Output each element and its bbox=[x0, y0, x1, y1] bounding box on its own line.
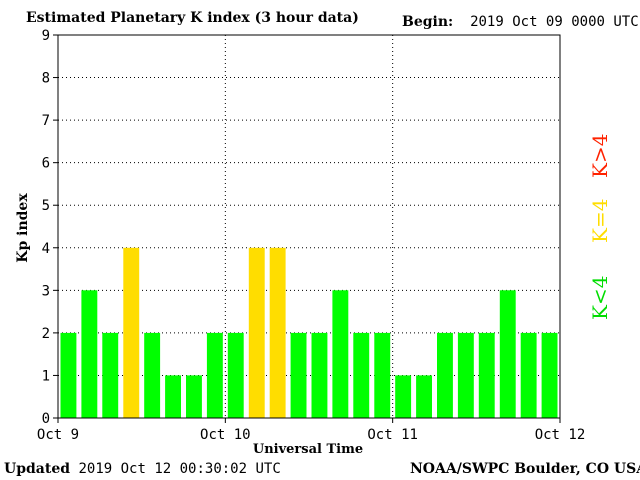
kp-bar bbox=[81, 290, 98, 418]
kp-bar bbox=[353, 332, 370, 418]
y-tick-label: 9 bbox=[42, 28, 50, 44]
kp-bar bbox=[102, 332, 119, 418]
kp-bar bbox=[499, 290, 516, 418]
begin-label: Begin: bbox=[402, 14, 454, 30]
kp-bar bbox=[206, 332, 223, 418]
kp-bar bbox=[311, 332, 328, 418]
updated-time: Updated 2019 Oct 12 00:30:02 UTC bbox=[4, 461, 281, 477]
kp-bar bbox=[144, 332, 161, 418]
kp-bar bbox=[520, 332, 537, 418]
plot-frame bbox=[57, 34, 561, 419]
updated-value: 2019 Oct 12 00:30:02 UTC bbox=[78, 461, 281, 477]
x-axis-label: Universal Time bbox=[253, 442, 363, 457]
y-tick-label: 2 bbox=[42, 326, 50, 342]
y-tick-label: 7 bbox=[42, 113, 50, 129]
begin-time: Begin: 2019 Oct 09 0000 UTC bbox=[402, 14, 639, 30]
y-tick-label: 5 bbox=[42, 198, 50, 214]
y-tick-label: 0 bbox=[42, 411, 50, 427]
kp-bar bbox=[186, 375, 202, 418]
kp-bar bbox=[478, 332, 495, 418]
legend-k-gt-4: K>4 bbox=[588, 133, 612, 178]
kp-bar bbox=[290, 332, 307, 418]
y-tick-label: 8 bbox=[42, 71, 50, 87]
kp-bar bbox=[437, 332, 453, 418]
y-ticks: 0 1 2 3 4 5 6 7 8 9 bbox=[42, 28, 58, 427]
x-tick-label: Oct 11 bbox=[367, 427, 418, 443]
legend-k-eq-4: K=4 bbox=[588, 198, 612, 243]
y-axis-label: Kp index bbox=[15, 193, 31, 263]
x-tick-label: Oct 10 bbox=[200, 427, 251, 443]
chart-title: Estimated Planetary K index (3 hour data… bbox=[26, 10, 359, 26]
kp-bar bbox=[165, 375, 181, 418]
bars bbox=[60, 247, 558, 418]
kp-bar bbox=[395, 375, 412, 418]
kp-bar bbox=[227, 332, 244, 418]
credit-text: NOAA/SWPC Boulder, CO USA bbox=[410, 461, 640, 477]
y-tick-label: 4 bbox=[42, 241, 50, 257]
y-tick-label: 1 bbox=[42, 368, 50, 384]
y-tick-label: 6 bbox=[42, 156, 50, 172]
legend-k-lt-4: K<4 bbox=[588, 275, 612, 320]
kp-bar bbox=[541, 332, 558, 418]
kp-bar bbox=[123, 247, 140, 418]
kp-bar bbox=[332, 290, 349, 418]
x-ticks: Oct 9 Oct 10 Oct 11 Oct 12 bbox=[37, 418, 585, 443]
kp-bar bbox=[457, 332, 474, 418]
x-tick-label: Oct 9 bbox=[37, 427, 79, 443]
updated-label: Updated bbox=[4, 461, 71, 477]
kp-bar bbox=[60, 332, 77, 418]
y-tick-label: 3 bbox=[42, 283, 50, 299]
kp-bar bbox=[416, 375, 432, 418]
kp-bar bbox=[269, 247, 286, 418]
kp-bar bbox=[248, 247, 265, 418]
kp-bar bbox=[374, 332, 391, 418]
x-tick-label: Oct 12 bbox=[535, 427, 586, 443]
begin-value: 2019 Oct 09 0000 UTC bbox=[470, 14, 639, 30]
